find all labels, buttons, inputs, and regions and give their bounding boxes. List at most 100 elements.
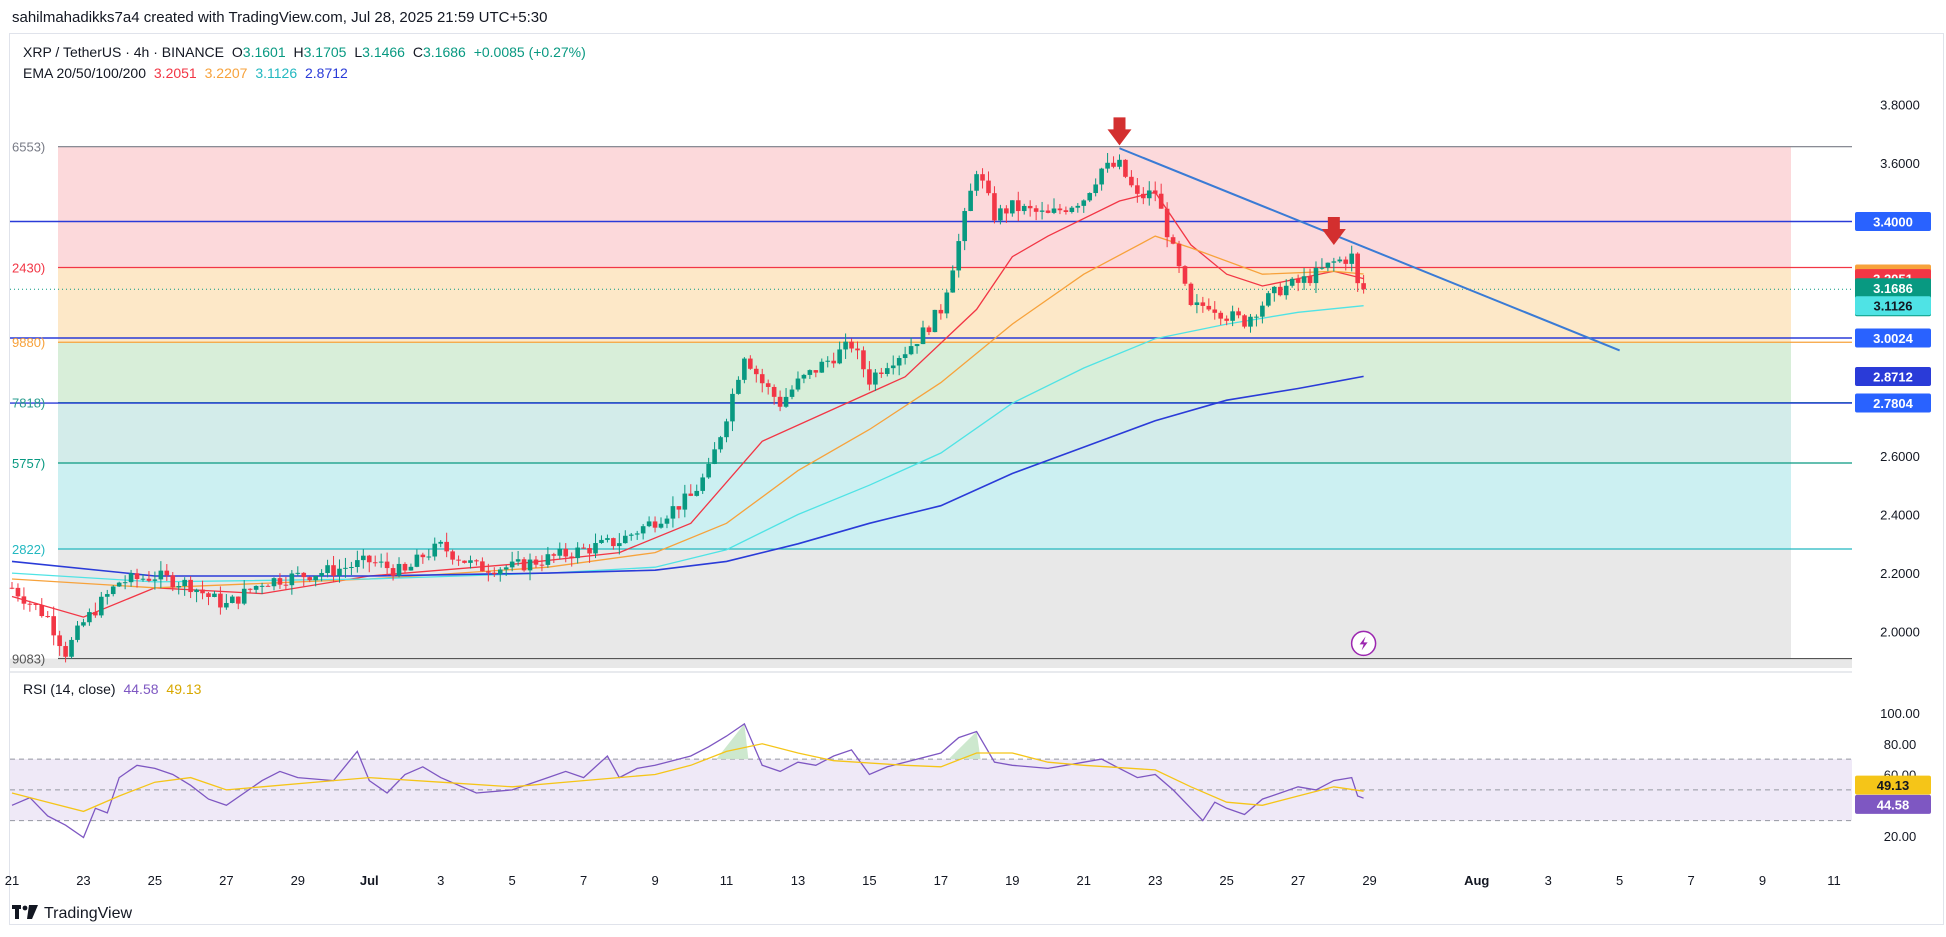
candle-body[interactable] — [1319, 267, 1325, 269]
candle-body[interactable] — [9, 587, 15, 589]
candle-body[interactable] — [801, 374, 807, 379]
candle-body[interactable] — [521, 559, 527, 571]
candle-body[interactable] — [384, 561, 390, 569]
candle-body[interactable] — [658, 523, 664, 528]
candle-body[interactable] — [1182, 266, 1188, 284]
candle-body[interactable] — [128, 573, 134, 583]
candle-body[interactable] — [765, 383, 771, 387]
candle-body[interactable] — [1170, 237, 1176, 244]
candle-body[interactable] — [331, 565, 336, 576]
candle-body[interactable] — [432, 543, 438, 557]
candle-body[interactable] — [301, 572, 307, 578]
candle-body[interactable] — [605, 538, 610, 540]
candle-body[interactable] — [1129, 176, 1134, 186]
candle-body[interactable] — [378, 561, 384, 563]
candle-body[interactable] — [926, 327, 932, 333]
candle-body[interactable] — [1063, 210, 1069, 212]
candle-body[interactable] — [652, 521, 658, 528]
price-badge[interactable] — [1855, 212, 1931, 231]
candle-body[interactable] — [21, 596, 27, 604]
candle-body[interactable] — [1266, 293, 1271, 306]
candle-body[interactable] — [884, 368, 890, 374]
candle-body[interactable] — [503, 567, 509, 570]
candle-body[interactable] — [956, 241, 962, 271]
candle-body[interactable] — [1117, 159, 1122, 167]
candle-body[interactable] — [807, 370, 813, 375]
tradingview-branding[interactable]: TradingView — [12, 905, 132, 923]
candle-body[interactable] — [640, 526, 646, 534]
price-badge[interactable] — [1855, 366, 1931, 386]
candle-body[interactable] — [1111, 162, 1116, 167]
rsi-badge[interactable] — [1855, 794, 1931, 814]
price-badge[interactable] — [1855, 328, 1931, 348]
candle-body[interactable] — [593, 543, 598, 554]
candle-body[interactable] — [444, 541, 449, 552]
candle-body[interactable] — [1248, 316, 1253, 327]
candle-body[interactable] — [831, 360, 836, 364]
candle-body[interactable] — [75, 625, 80, 640]
candle-body[interactable] — [843, 341, 848, 350]
candle-body[interactable] — [920, 327, 926, 345]
candle-body[interactable] — [1188, 283, 1194, 306]
candle-body[interactable] — [456, 559, 461, 561]
candle-body[interactable] — [724, 421, 729, 438]
candle-body[interactable] — [1021, 205, 1027, 212]
rsi-badge[interactable] — [1855, 775, 1931, 795]
candle-body[interactable] — [69, 639, 74, 657]
candle-body[interactable] — [241, 588, 247, 604]
candle-body[interactable] — [986, 180, 991, 194]
candle-body[interactable] — [420, 554, 426, 558]
candle-body[interactable] — [628, 534, 634, 536]
candle-body[interactable] — [1158, 193, 1164, 209]
candle-body[interactable] — [57, 635, 62, 647]
candle-body[interactable] — [753, 368, 759, 375]
candle-body[interactable] — [938, 309, 944, 314]
candle-body[interactable] — [450, 551, 455, 560]
candle-body[interactable] — [1051, 208, 1057, 213]
candle-body[interactable] — [1015, 200, 1021, 212]
candle-body[interactable] — [212, 593, 217, 597]
candle-body[interactable] — [355, 560, 360, 568]
candle-body[interactable] — [575, 547, 580, 559]
candle-body[interactable] — [545, 554, 551, 565]
candle-body[interactable] — [1277, 286, 1283, 296]
candle-body[interactable] — [33, 603, 39, 605]
candle-body[interactable] — [861, 350, 866, 370]
ema-legend[interactable]: EMA 20/50/100/200 3.2051 3.2207 3.1126 2… — [23, 65, 352, 81]
candle-body[interactable] — [1242, 315, 1247, 327]
candle-body[interactable] — [372, 562, 378, 564]
candle-body[interactable] — [325, 565, 330, 574]
candle-body[interactable] — [307, 577, 313, 581]
symbol-legend[interactable]: XRP / TetherUS · 4h · BINANCE O3.1601 H3… — [23, 44, 590, 60]
candle-body[interactable] — [712, 449, 717, 464]
candle-body[interactable] — [688, 493, 694, 496]
candle-body[interactable] — [581, 547, 586, 549]
candle-body[interactable] — [1146, 190, 1152, 199]
candle-body[interactable] — [664, 518, 670, 524]
candle-body[interactable] — [1343, 259, 1349, 264]
candle-body[interactable] — [1099, 168, 1104, 185]
candle-body[interactable] — [313, 575, 318, 581]
candle-body[interactable] — [408, 566, 414, 571]
candle-body[interactable] — [867, 369, 872, 385]
candle-body[interactable] — [1010, 200, 1015, 214]
candle-body[interactable] — [110, 586, 116, 595]
candle-body[interactable] — [1230, 311, 1235, 321]
candle-body[interactable] — [998, 208, 1003, 221]
candle-body[interactable] — [569, 556, 574, 559]
candle-body[interactable] — [1081, 200, 1087, 206]
candle-body[interactable] — [599, 539, 604, 544]
candle-body[interactable] — [51, 616, 56, 636]
candle-body[interactable] — [366, 555, 372, 563]
candle-body[interactable] — [1295, 278, 1301, 283]
candle-body[interactable] — [646, 521, 652, 527]
candle-body[interactable] — [170, 575, 176, 588]
candle-body[interactable] — [1254, 316, 1259, 318]
candle-body[interactable] — [682, 493, 688, 510]
candle-body[interactable] — [39, 604, 45, 617]
candle-body[interactable] — [944, 292, 950, 314]
candle-body[interactable] — [134, 573, 140, 580]
candle-body[interactable] — [1337, 259, 1343, 262]
candle-body[interactable] — [1206, 305, 1212, 310]
candle-body[interactable] — [706, 463, 711, 478]
